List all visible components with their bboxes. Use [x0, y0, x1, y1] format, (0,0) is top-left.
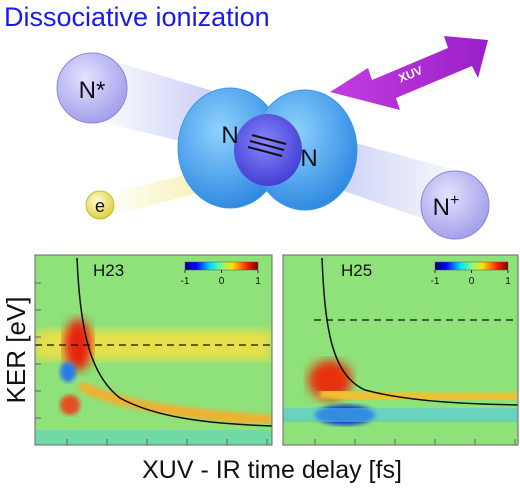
colorbar-tick-label: -1 — [431, 276, 440, 287]
fit-curve — [76, 257, 519, 427]
colorbar-tick-label: -1 — [181, 276, 190, 287]
ion-label: N+ — [433, 192, 460, 221]
heatmap — [35, 255, 272, 445]
y-axis-label: KER [eV] — [1, 297, 31, 404]
colorbar — [434, 261, 509, 271]
panel-frame — [282, 254, 519, 446]
heatmap — [283, 255, 518, 445]
colorbar-tick-label: 0 — [469, 276, 475, 287]
illustration — [56, 36, 490, 240]
title: Dissociative ionization — [4, 2, 270, 32]
ion-text: N — [433, 194, 450, 221]
panel-annotations: H23 -1 0 1 H25 -1 0 1 — [93, 261, 511, 287]
panel-frame — [34, 254, 273, 446]
atom-label: N — [221, 122, 238, 149]
colorbar-tick-label: 0 — [219, 276, 225, 287]
atom-label: N* — [79, 77, 106, 104]
colorbar — [184, 261, 259, 271]
panel-label: H23 — [93, 261, 124, 280]
x-axis-label: XUV - IR time delay [fs] — [142, 456, 402, 484]
electron-label: e — [95, 196, 105, 216]
panel-label: H25 — [341, 261, 372, 280]
colorbar-tick-label: 1 — [505, 276, 511, 287]
colorbar-tick-label: 1 — [255, 276, 261, 287]
axis-ticks — [35, 282, 516, 445]
ion-charge: + — [450, 192, 459, 209]
atom-label: N — [300, 145, 317, 172]
